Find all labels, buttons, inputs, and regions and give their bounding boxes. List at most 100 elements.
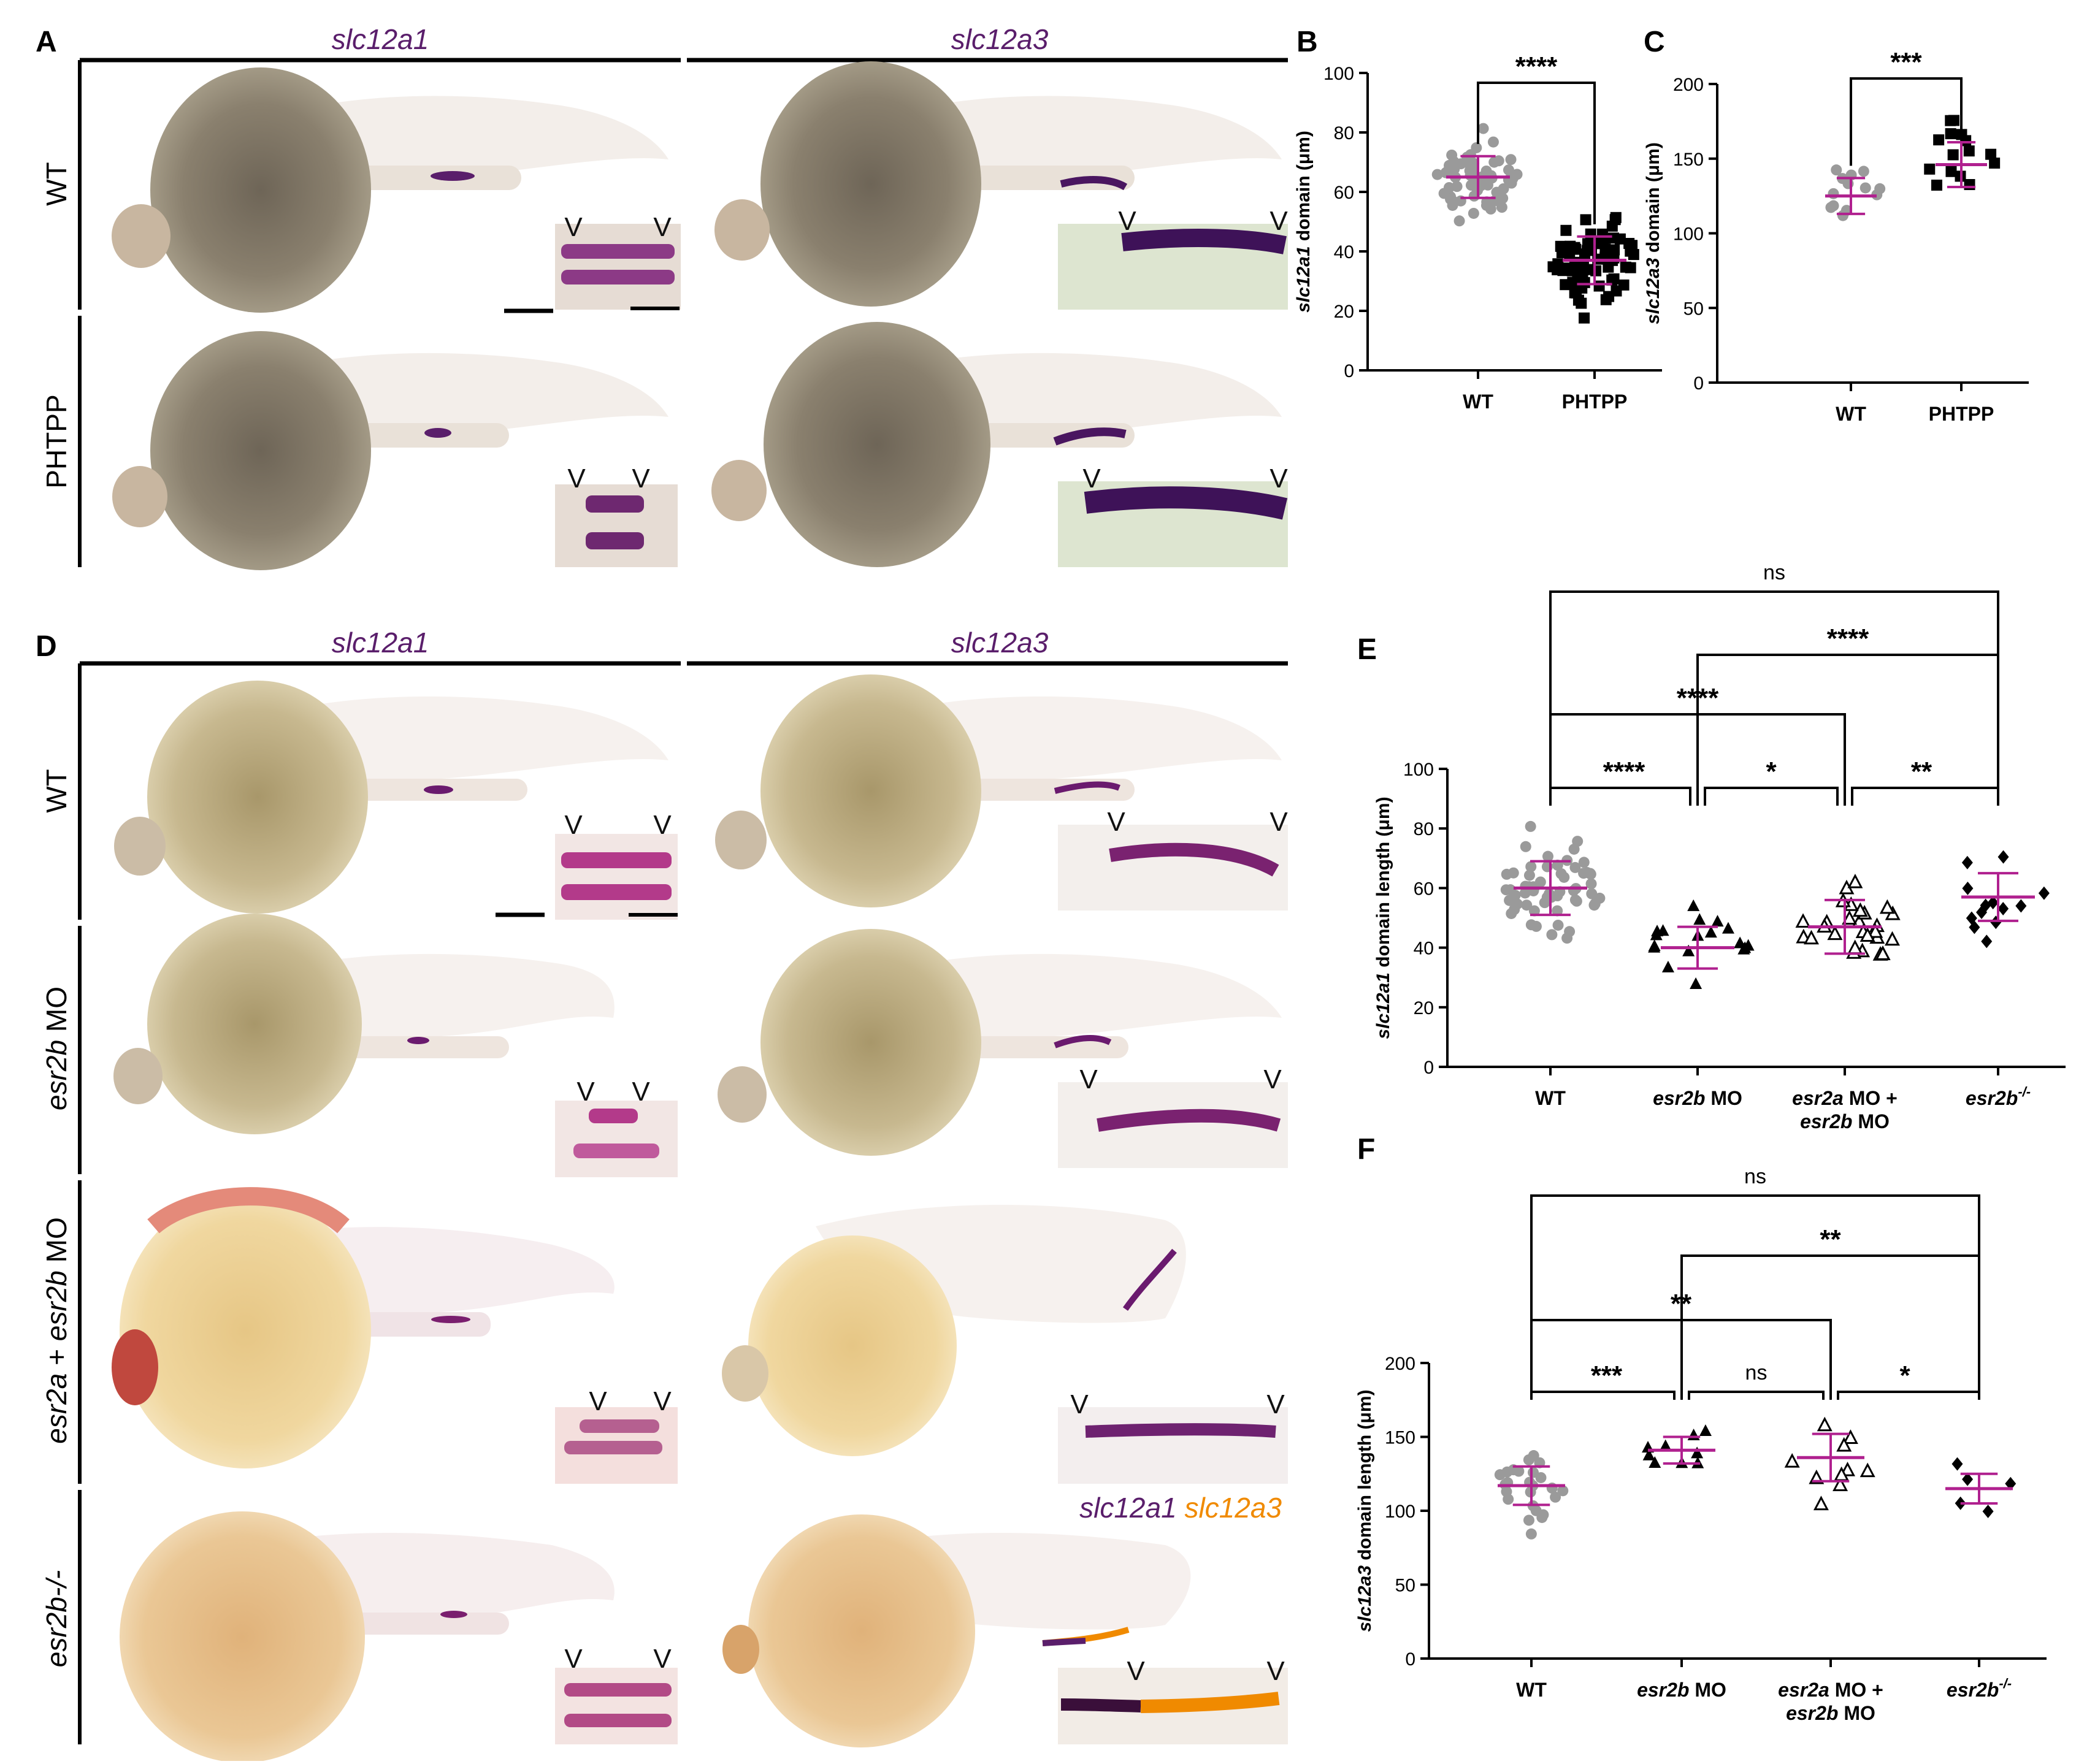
data-point [1578, 857, 1590, 868]
data-point [1606, 274, 1618, 286]
significance-label: * [1899, 1361, 1910, 1391]
insert-marker: V [653, 810, 672, 840]
data-point [1969, 920, 1980, 934]
x-tick-label: esr2a MO + esr2b MO [1792, 1087, 1898, 1132]
significance-bracket [1688, 1391, 1825, 1400]
data-point [1520, 841, 1531, 852]
insert-marker: V [1263, 1064, 1282, 1094]
data-point [1945, 115, 1956, 126]
x-tick-label: esr2b MO [1653, 1087, 1742, 1109]
data-point [1480, 165, 1492, 177]
data-point [1561, 933, 1573, 944]
data-point [1523, 1454, 1534, 1465]
x-tick-label: WT [1535, 1087, 1566, 1109]
insert-marker: V [1107, 807, 1125, 837]
y-tick-label: 100 [1323, 64, 1354, 84]
insert-marker: V [564, 810, 583, 840]
data-point [1933, 134, 1945, 146]
panel-label-f: F [1357, 1133, 1375, 1166]
significance-bracket [1477, 82, 1596, 224]
data-point [1690, 977, 1702, 990]
y-tick-label: 50 [1683, 299, 1704, 319]
x-tick-label: esr2a MO + esr2b MO [1778, 1679, 1883, 1724]
data-point [1931, 179, 1942, 191]
embryo-image [112, 1187, 678, 1484]
insert-marker: V [632, 464, 650, 494]
data-point [1961, 855, 1973, 869]
significance-label: ** [1820, 1224, 1841, 1254]
gene-label-slc12a3: slc12a3 [951, 627, 1049, 659]
x-tick-label: WT [1516, 1679, 1547, 1701]
embryo-image [113, 914, 678, 1177]
insert-marker: V [564, 212, 583, 242]
significance-bracket [1851, 787, 1999, 806]
data-point [1687, 899, 1700, 911]
data-point [1555, 868, 1567, 879]
insert-marker: V [1270, 464, 1288, 494]
data-point [1609, 244, 1620, 256]
y-tick-label: 0 [1344, 361, 1354, 381]
data-point [1468, 207, 1479, 219]
data-point [1699, 1424, 1712, 1437]
significance-label: *** [1591, 1361, 1623, 1391]
insert-marker: V [1270, 206, 1288, 236]
legend-slc12a1: slc12a1 [1079, 1492, 1177, 1524]
data-point [1962, 1472, 1974, 1486]
data-point [1569, 242, 1580, 253]
panel-label-c: C [1644, 26, 1665, 58]
data-point [1963, 145, 1975, 157]
chart-c: 0 50 100 150 200 slc12a3 domain (μm) WT PHTPP **… [1643, 47, 2029, 425]
data-point [1625, 262, 1636, 273]
significance-bracket [1696, 654, 1999, 806]
data-point [1924, 163, 1936, 175]
y-tick-label: 50 [1395, 1576, 1415, 1596]
data-point [1547, 261, 1559, 273]
data-point [1828, 200, 1839, 212]
data-point [1859, 182, 1871, 194]
data-point [1867, 923, 1883, 938]
insert-marker: V [1270, 807, 1288, 837]
data-point [1566, 265, 1578, 277]
data-point [1687, 1428, 1700, 1440]
embryo-image [715, 674, 1288, 911]
data-point [1847, 939, 1863, 955]
y-tick-label: 60 [1414, 879, 1434, 899]
data-point [1817, 1416, 1833, 1432]
data-point [1858, 166, 1869, 177]
data-point [1618, 279, 1630, 291]
insert-marker: V [589, 1386, 607, 1416]
data-point [1875, 945, 1891, 960]
significance-bracket [1530, 1391, 1676, 1400]
data-point [1487, 136, 1499, 148]
significance-label: *** [1890, 47, 1922, 77]
y-tick-label: 200 [1385, 1354, 1415, 1374]
data-point [1623, 238, 1635, 250]
data-point [1980, 898, 1991, 912]
significance-label: **** [1827, 624, 1869, 654]
insert-marker: V [1127, 1656, 1145, 1686]
data-point [1579, 277, 1590, 288]
significance-label: **** [1603, 757, 1645, 787]
data-point [1500, 884, 1512, 896]
data-point [1579, 248, 1591, 260]
data-point [1649, 1456, 1661, 1468]
insert-marker: V [653, 212, 672, 242]
significance-label: ** [1911, 757, 1932, 787]
data-point [1795, 913, 1811, 928]
data-point [1659, 1439, 1672, 1451]
data-point [1827, 925, 1843, 941]
data-point [1569, 861, 1581, 873]
data-point [1997, 902, 2009, 916]
data-point [1482, 179, 1493, 191]
gene-label-slc12a3: slc12a3 [951, 23, 1049, 55]
insert-marker: V [653, 1644, 672, 1674]
data-point [1431, 169, 1443, 180]
data-point [1447, 199, 1458, 211]
data-point [1955, 1496, 1966, 1510]
data-point [1528, 905, 1540, 917]
data-point [1480, 199, 1492, 211]
insert-marker: V [653, 1386, 672, 1416]
y-axis-label: slc12a3 domain (μm) [1643, 142, 1663, 324]
data-point [1603, 291, 1615, 302]
